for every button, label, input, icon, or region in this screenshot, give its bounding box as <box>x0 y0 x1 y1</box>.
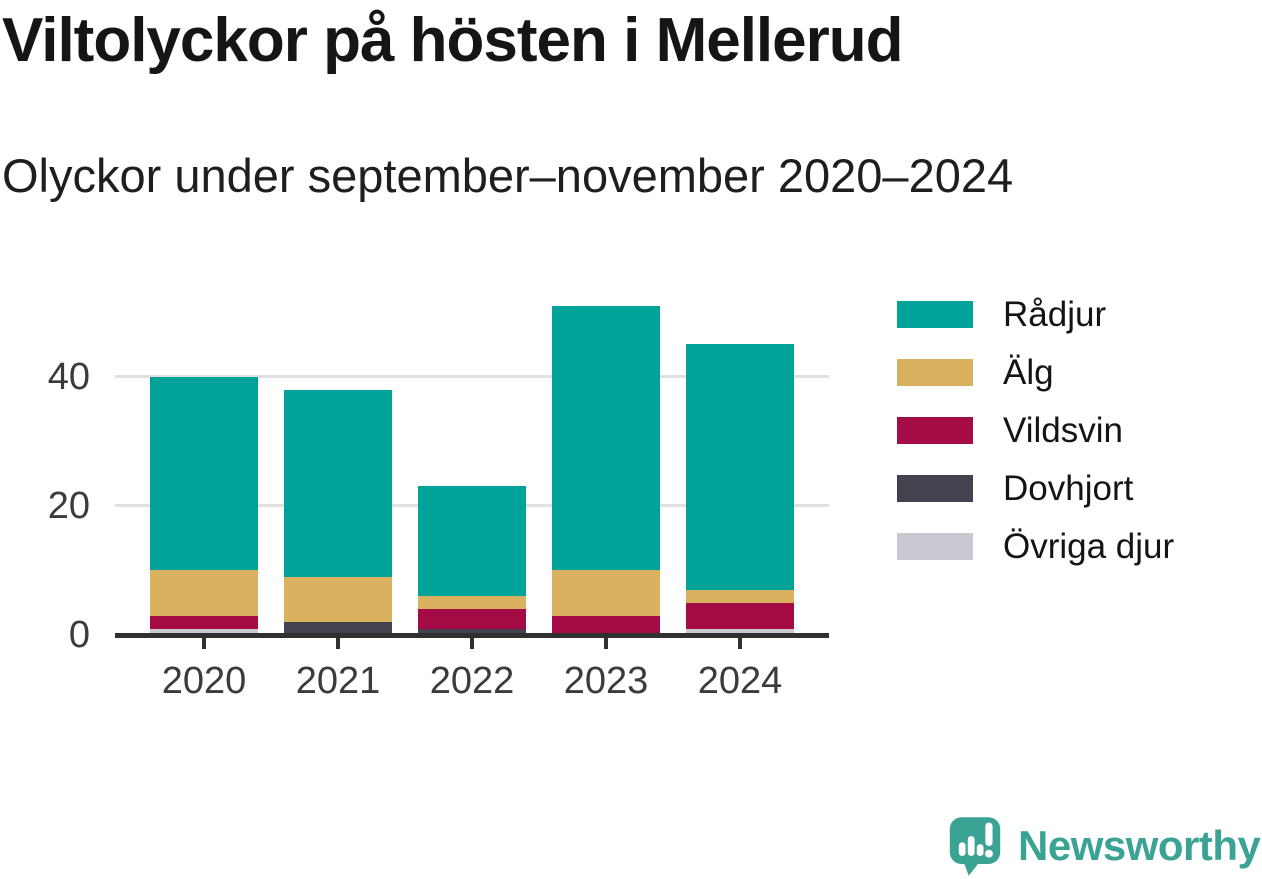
legend-swatch <box>897 475 973 502</box>
brand-name: Newsworthy <box>1018 822 1261 869</box>
legend-item-Älg: Älg <box>897 355 1174 390</box>
brand-footer: Newsworthy <box>948 815 1261 877</box>
bar-segment-2020-Vildsvin <box>150 615 258 629</box>
bar-segment-2021-Dovhjort <box>284 622 392 635</box>
bar-segment-2022-Dovhjort <box>418 628 526 635</box>
bar-segment-2024-Övriga djur <box>686 628 794 635</box>
legend-label: Vildsvin <box>1003 411 1123 450</box>
x-tick-label: 2023 <box>563 660 649 702</box>
newsworthy-logo-icon <box>949 817 1001 876</box>
legend-item-Vildsvin: Vildsvin <box>897 413 1174 448</box>
y-tick-label: 20 <box>47 484 90 527</box>
y-tick-label: 40 <box>47 355 90 398</box>
x-tick-mark-2020 <box>202 637 206 649</box>
x-tick-label: 2022 <box>429 660 515 702</box>
legend-item-Övriga djur: Övriga djur <box>897 529 1174 564</box>
x-tick-mark-2023 <box>604 637 608 649</box>
x-tick-mark-2024 <box>738 637 742 649</box>
legend: Rådjur Älg Vildsvin Dovhjort Övriga djur <box>897 297 1174 591</box>
legend-item-Rådjur: Rådjur <box>897 297 1174 332</box>
legend-label: Rådjur <box>1003 295 1107 334</box>
bar-segment-2023-Älg <box>552 570 660 616</box>
legend-label: Övriga djur <box>1003 527 1175 566</box>
bar-segment-2021-Rådjur <box>284 389 392 577</box>
x-tick-mark-2022 <box>470 637 474 649</box>
bar-segment-2021-Älg <box>284 576 392 623</box>
bar-segment-2020-Övriga djur <box>150 628 258 635</box>
legend-swatch <box>897 301 973 328</box>
x-tick-label: 2020 <box>161 660 247 702</box>
legend-swatch <box>897 533 973 560</box>
bar-segment-2023-Rådjur <box>552 305 660 571</box>
bar-segment-2022-Vildsvin <box>418 609 526 629</box>
bar-segment-2022-Älg <box>418 596 526 610</box>
bar-segment-2024-Vildsvin <box>686 602 794 629</box>
y-tick-label: 0 <box>68 614 90 656</box>
legend-swatch <box>897 359 973 386</box>
x-tick-label: 2021 <box>295 660 381 702</box>
legend-item-Dovhjort: Dovhjort <box>897 471 1174 506</box>
bar-segment-2024-Älg <box>686 589 794 603</box>
bar-segment-2023-Vildsvin <box>552 615 660 635</box>
bar-segment-2020-Älg <box>150 570 258 616</box>
x-tick-mark-2021 <box>336 637 340 649</box>
chart-subtitle: Olyckor under september–november 2020–20… <box>2 149 1014 202</box>
gridline-40 <box>115 375 829 379</box>
bar-segment-2024-Rådjur <box>686 344 794 590</box>
x-tick-label: 2024 <box>697 660 783 702</box>
legend-label: Älg <box>1003 353 1054 392</box>
legend-swatch <box>897 417 973 444</box>
x-axis-line <box>115 632 829 638</box>
chart-title: Viltolyckor på hösten i Mellerud <box>2 6 904 75</box>
bar-segment-2020-Rådjur <box>150 376 258 571</box>
bar-segment-2022-Rådjur <box>418 486 526 597</box>
legend-label: Dovhjort <box>1003 469 1134 508</box>
